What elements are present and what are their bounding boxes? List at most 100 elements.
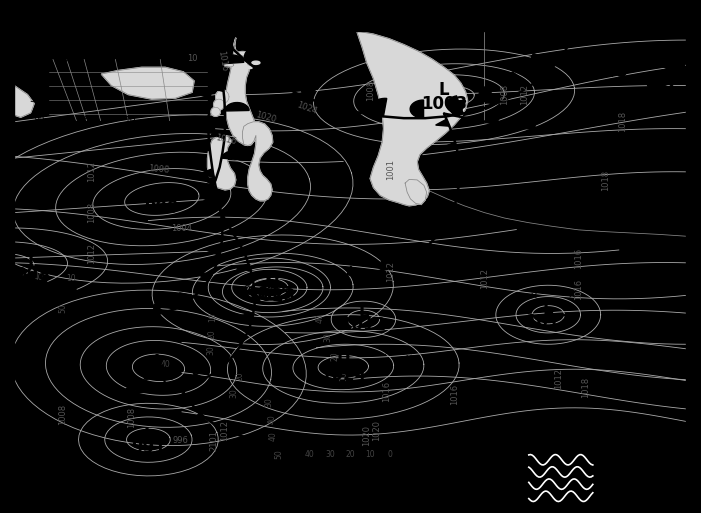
Polygon shape xyxy=(202,177,217,185)
Text: ×: × xyxy=(153,436,161,446)
Polygon shape xyxy=(531,53,556,68)
Polygon shape xyxy=(243,122,273,201)
Text: 1016: 1016 xyxy=(383,381,391,403)
Text: 991: 991 xyxy=(131,439,165,457)
Text: 1016: 1016 xyxy=(216,49,229,72)
Polygon shape xyxy=(450,101,465,116)
Text: 20: 20 xyxy=(331,352,340,361)
Text: 1020: 1020 xyxy=(372,420,381,441)
Text: 1008: 1008 xyxy=(127,407,136,428)
Polygon shape xyxy=(204,195,219,203)
Polygon shape xyxy=(222,26,247,40)
Text: 20: 20 xyxy=(236,371,245,381)
Polygon shape xyxy=(214,99,224,110)
Text: 40: 40 xyxy=(305,450,315,459)
Polygon shape xyxy=(179,293,195,302)
Text: 1008: 1008 xyxy=(366,80,374,101)
Text: 1012: 1012 xyxy=(87,243,96,264)
Polygon shape xyxy=(237,51,248,56)
Text: L: L xyxy=(153,353,164,371)
Polygon shape xyxy=(271,66,294,82)
Polygon shape xyxy=(445,189,458,196)
Polygon shape xyxy=(14,40,34,117)
Polygon shape xyxy=(102,67,194,99)
Polygon shape xyxy=(207,221,222,229)
Text: 1018: 1018 xyxy=(601,170,610,191)
Text: 1023: 1023 xyxy=(250,287,296,305)
Polygon shape xyxy=(253,439,262,448)
Polygon shape xyxy=(381,261,391,270)
Text: 40: 40 xyxy=(315,313,325,323)
Text: 1024: 1024 xyxy=(295,101,318,116)
Polygon shape xyxy=(479,87,500,104)
Polygon shape xyxy=(195,143,210,151)
Text: L: L xyxy=(439,81,449,99)
Text: 0: 0 xyxy=(388,450,393,459)
Text: 1008: 1008 xyxy=(148,164,170,175)
Text: 1008: 1008 xyxy=(500,84,509,105)
Text: 10: 10 xyxy=(365,450,375,459)
Text: 15: 15 xyxy=(90,55,102,64)
Polygon shape xyxy=(193,373,205,383)
Text: ×: × xyxy=(198,285,206,295)
Polygon shape xyxy=(239,313,253,320)
Polygon shape xyxy=(219,429,231,438)
Polygon shape xyxy=(236,264,251,271)
Polygon shape xyxy=(225,38,256,145)
Polygon shape xyxy=(207,134,236,190)
Text: 1012: 1012 xyxy=(554,368,563,389)
Polygon shape xyxy=(524,112,537,129)
Polygon shape xyxy=(544,35,571,46)
Polygon shape xyxy=(215,358,229,366)
Text: 1012: 1012 xyxy=(220,420,229,441)
Text: 1020: 1020 xyxy=(254,110,278,124)
Bar xyxy=(526,449,596,503)
Polygon shape xyxy=(193,116,209,125)
Polygon shape xyxy=(224,63,233,67)
Text: 2101: 2101 xyxy=(210,430,219,451)
Polygon shape xyxy=(357,31,468,206)
Text: L: L xyxy=(143,426,154,444)
Polygon shape xyxy=(175,393,187,399)
Text: 1008: 1008 xyxy=(59,404,67,425)
Polygon shape xyxy=(347,266,358,275)
Text: 10: 10 xyxy=(125,116,137,125)
Text: 1012: 1012 xyxy=(386,261,395,282)
Polygon shape xyxy=(200,37,215,46)
Polygon shape xyxy=(438,212,452,219)
Text: 40: 40 xyxy=(161,360,170,369)
Text: 1012: 1012 xyxy=(520,84,529,105)
Polygon shape xyxy=(405,180,427,204)
Text: 1024: 1024 xyxy=(320,366,367,384)
Polygon shape xyxy=(193,413,205,420)
Text: L: L xyxy=(543,300,554,318)
Polygon shape xyxy=(225,103,249,111)
Text: 30: 30 xyxy=(325,450,334,459)
Polygon shape xyxy=(153,304,165,315)
Polygon shape xyxy=(213,216,227,223)
Text: 50N: 50N xyxy=(29,95,48,105)
Text: 60N: 60N xyxy=(29,82,48,90)
Text: in kt for 4.0 hPa intervals: in kt for 4.0 hPa intervals xyxy=(60,44,183,53)
Text: 996: 996 xyxy=(172,437,189,445)
Text: 1018: 1018 xyxy=(580,377,590,398)
Text: 10: 10 xyxy=(67,274,76,283)
Text: 1016: 1016 xyxy=(449,384,458,405)
Text: 20: 20 xyxy=(207,329,217,339)
Text: L: L xyxy=(358,304,369,322)
Text: 30: 30 xyxy=(206,345,215,355)
Polygon shape xyxy=(226,240,241,247)
Text: 1013: 1013 xyxy=(525,312,571,330)
Polygon shape xyxy=(559,112,573,128)
Text: 1012: 1012 xyxy=(87,161,96,182)
Text: 1012: 1012 xyxy=(341,316,386,334)
Text: 30: 30 xyxy=(265,398,274,407)
Text: 10: 10 xyxy=(187,54,197,63)
Text: ×: × xyxy=(529,291,538,302)
Text: 1016: 1016 xyxy=(574,247,583,269)
Text: L: L xyxy=(264,272,275,290)
Text: ×: × xyxy=(243,280,251,290)
Text: H: H xyxy=(336,353,350,371)
Polygon shape xyxy=(205,247,221,255)
Polygon shape xyxy=(203,36,217,45)
